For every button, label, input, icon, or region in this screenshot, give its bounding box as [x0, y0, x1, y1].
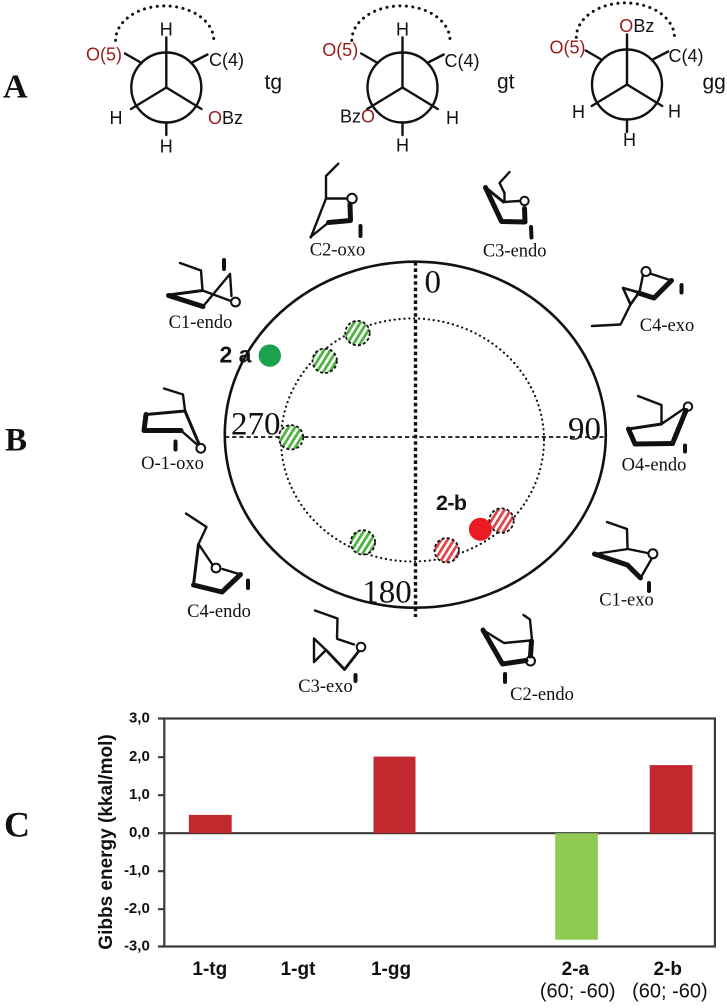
svg-text:H: H — [396, 136, 409, 156]
svg-text:H: H — [160, 19, 173, 39]
svg-text:-3,0: -3,0 — [124, 937, 150, 954]
svg-text:C(4): C(4) — [669, 46, 704, 66]
svg-text:OBz: OBz — [619, 16, 654, 36]
svg-text:2,0: 2,0 — [129, 748, 150, 765]
svg-text:gg: gg — [703, 71, 726, 94]
svg-text:O(5): O(5) — [550, 38, 586, 58]
svg-text:tg: tg — [265, 71, 283, 94]
svg-text:1-gg: 1-gg — [371, 959, 411, 980]
svg-text:BzO: BzO — [340, 107, 375, 127]
svg-text:H: H — [110, 108, 123, 128]
svg-text:C: C — [4, 805, 30, 845]
svg-text:B: B — [5, 423, 27, 459]
svg-text:O(5): O(5) — [86, 45, 122, 65]
svg-text:2 a: 2 a — [220, 342, 252, 368]
svg-text:2-a: 2-a — [562, 959, 590, 980]
svg-text:H: H — [623, 130, 636, 150]
svg-text:(60; -60): (60; -60) — [540, 981, 616, 1003]
svg-text:C(4): C(4) — [209, 50, 244, 70]
svg-text:3,0: 3,0 — [129, 710, 150, 727]
svg-text:C1-endo: C1-endo — [169, 313, 233, 333]
svg-text:A: A — [3, 69, 28, 106]
svg-text:C3-exo: C3-exo — [298, 677, 352, 697]
svg-text:-2,0: -2,0 — [124, 900, 150, 917]
svg-text:C4-exo: C4-exo — [640, 316, 694, 336]
svg-text:1-gt: 1-gt — [281, 959, 317, 980]
svg-text:(60; -60): (60; -60) — [632, 981, 708, 1003]
svg-text:1-tg: 1-tg — [192, 959, 227, 980]
svg-text:-1,0: -1,0 — [124, 862, 150, 879]
svg-text:C2-endo: C2-endo — [510, 685, 574, 705]
svg-text:C(4): C(4) — [445, 51, 480, 71]
svg-text:2-b: 2-b — [653, 959, 682, 980]
svg-text:90: 90 — [568, 412, 601, 448]
svg-text:OBz: OBz — [208, 108, 243, 128]
svg-text:C2-oxo: C2-oxo — [310, 241, 366, 261]
svg-text:H: H — [572, 102, 585, 122]
svg-text:C4-endo: C4-endo — [187, 602, 251, 622]
svg-text:gt: gt — [497, 71, 515, 94]
svg-text:270: 270 — [231, 407, 281, 443]
svg-text:2-b: 2-b — [436, 491, 467, 515]
svg-text:O-1-oxo: O-1-oxo — [141, 454, 204, 474]
svg-text:H: H — [396, 19, 409, 39]
svg-text:180: 180 — [362, 575, 412, 611]
svg-text:O(5): O(5) — [322, 40, 358, 60]
svg-text:0: 0 — [425, 265, 442, 301]
svg-text:0,0: 0,0 — [129, 824, 150, 841]
svg-text:H: H — [160, 137, 173, 157]
svg-text:H: H — [668, 102, 681, 122]
svg-text:C1-exo: C1-exo — [599, 591, 653, 611]
svg-text:H: H — [446, 108, 459, 128]
svg-text:C3-endo: C3-endo — [483, 242, 547, 262]
svg-text:Gibbs energy (kkal/mol): Gibbs energy (kkal/mol) — [96, 734, 117, 949]
svg-text:O4-endo: O4-endo — [622, 456, 687, 476]
svg-text:1,0: 1,0 — [129, 786, 150, 803]
